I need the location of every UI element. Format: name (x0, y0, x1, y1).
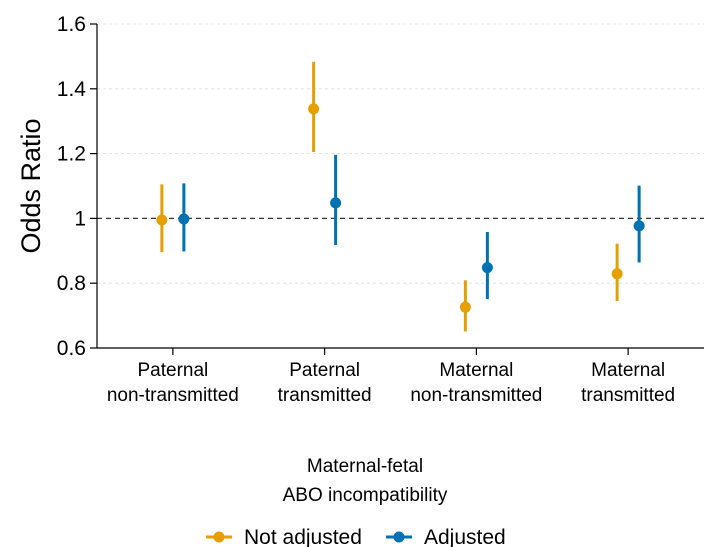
x-tick-label: Paternal transmitted (278, 360, 372, 406)
x-tick-label: Paternal non-transmitted (107, 360, 239, 406)
y-tick-label: 0.6 (57, 337, 86, 360)
data-point (178, 213, 190, 225)
data-point (611, 268, 623, 280)
x-tick-label: Maternal transmitted (581, 360, 675, 406)
x-axis-title-line-1: Maternal-fetal (307, 456, 423, 477)
gridlines (97, 23, 704, 349)
x-tick-label-line: Maternal (591, 360, 665, 381)
x-tick-label-line: transmitted (581, 385, 675, 406)
legend-label: Not adjusted (244, 526, 362, 547)
y-tick-label: 1.2 (57, 143, 86, 166)
x-tick-label-line: Paternal (289, 360, 360, 381)
x-tick-label-line: transmitted (278, 385, 372, 406)
series-0 (156, 61, 623, 332)
legend-swatch-point (393, 531, 405, 543)
legend: Not adjusted Adjusted (206, 526, 506, 547)
data-point (330, 197, 342, 209)
data-point (481, 262, 493, 274)
data-point (156, 214, 168, 226)
series-1 (178, 154, 645, 300)
y-axis-title: Odds Ratio (16, 118, 46, 253)
legend-swatch-point (213, 531, 225, 543)
data-point (308, 103, 320, 115)
legend-item-0: Not adjusted (206, 526, 362, 547)
y-tick-label: 1.4 (57, 78, 87, 101)
legend-item-1: Adjusted (386, 526, 506, 547)
data-point (459, 301, 471, 313)
x-tick-label-line: Paternal (137, 360, 208, 381)
x-tick-label: Maternal non-transmitted (410, 360, 542, 406)
y-tick-label: 0.8 (57, 272, 86, 295)
data-marks (156, 61, 645, 332)
x-tick-label-line: non-transmitted (107, 385, 239, 406)
legend-label: Adjusted (424, 526, 506, 547)
y-tick-label: 1 (74, 207, 86, 230)
x-axis-title-line-2: ABO incompatibility (283, 485, 448, 506)
x-tick-label-line: Maternal (439, 360, 513, 381)
data-point (633, 220, 645, 232)
y-tick-label: 1.6 (57, 13, 86, 36)
x-tick-label-line: non-transmitted (410, 385, 542, 406)
